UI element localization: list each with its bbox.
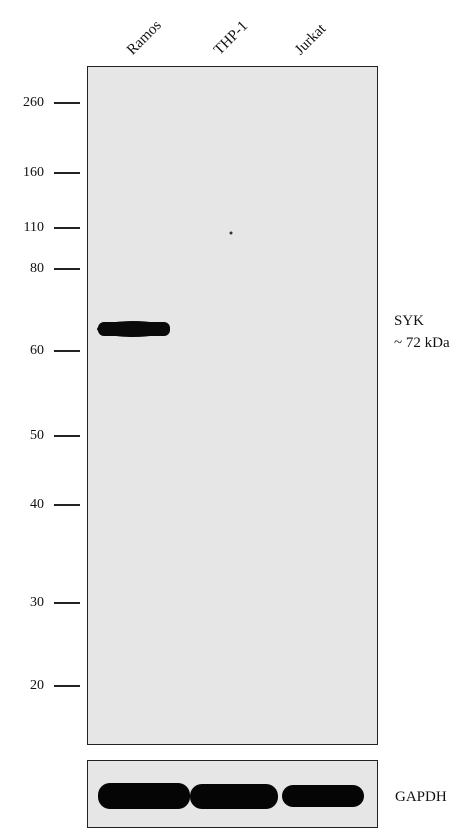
marker-label: 260	[23, 95, 44, 110]
marker-tick	[54, 504, 80, 506]
marker-tick	[54, 602, 80, 604]
marker-label: 160	[23, 165, 44, 180]
marker-tick	[54, 268, 80, 270]
target-protein-label: SYK	[394, 313, 425, 329]
marker-label: 80	[30, 261, 44, 276]
marker-80: 80	[0, 259, 80, 279]
marker-label: 20	[30, 678, 44, 693]
syk-band-ramos-core	[98, 322, 170, 336]
marker-tick	[54, 227, 80, 229]
marker-tick	[54, 172, 80, 174]
marker-110: 110	[0, 218, 80, 238]
marker-50: 50	[0, 426, 80, 446]
marker-label: 30	[30, 595, 44, 610]
marker-label: 60	[30, 343, 44, 358]
marker-tick	[54, 435, 80, 437]
marker-20: 20	[0, 676, 80, 696]
marker-tick	[54, 685, 80, 687]
marker-tick	[54, 350, 80, 352]
marker-tick	[54, 102, 80, 104]
marker-60: 60	[0, 341, 80, 361]
loading-control-label: GAPDH	[395, 789, 447, 805]
gapdh-band-ramos	[98, 783, 190, 809]
marker-160: 160	[0, 163, 80, 183]
marker-label: 50	[30, 428, 44, 443]
marker-260: 260	[0, 93, 80, 113]
marker-label: 40	[30, 497, 44, 512]
marker-label: 110	[23, 220, 44, 235]
marker-30: 30	[0, 593, 80, 613]
gapdh-band-thp1	[190, 784, 278, 809]
gapdh-band-jurkat	[282, 785, 364, 807]
target-size-label: ~ 72 kDa	[394, 335, 450, 351]
main-blot	[87, 66, 378, 745]
marker-40: 40	[0, 495, 80, 515]
speck	[229, 231, 233, 235]
